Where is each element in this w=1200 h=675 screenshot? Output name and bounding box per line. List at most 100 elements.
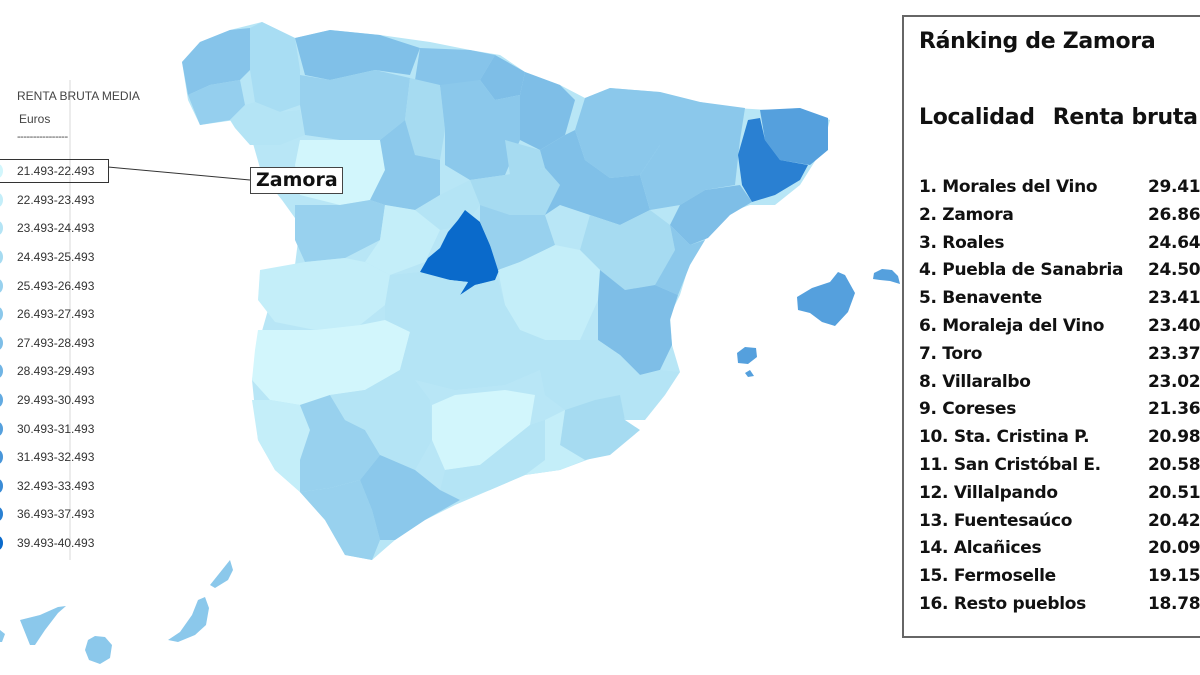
legend-item-label: 21.493-22.493 (17, 164, 95, 179)
legend-swatch-icon (0, 335, 3, 350)
legend-swatch-icon (0, 364, 3, 379)
row-renta: 20.51 (1148, 482, 1200, 503)
province-pontevedra (188, 80, 245, 125)
province-almeria (525, 410, 585, 475)
island-gran-canaria (85, 636, 112, 664)
island-tenerife (20, 606, 66, 645)
province-ciudad-real (400, 305, 545, 390)
legend-item-label: 30.493-31.493 (17, 421, 95, 436)
legend-item-label: 23.493-24.493 (17, 221, 95, 236)
province-teruel (580, 210, 675, 290)
row-localidad: 8. Villaralbo (919, 371, 1031, 392)
province-malaga (360, 455, 460, 540)
row-renta: 20.42 (1148, 510, 1200, 531)
province-guadalajara (480, 205, 555, 270)
province-zaragoza (540, 130, 650, 225)
row-localidad: 10. Sta. Cristina P. (919, 427, 1090, 448)
row-localidad: 15. Fermoselle (919, 566, 1056, 587)
island-ibiza (737, 347, 757, 364)
legend-item-label: 29.493-30.493 (17, 393, 95, 408)
row-renta: 20.09 (1148, 538, 1200, 559)
row-renta: 21.36 (1148, 399, 1200, 420)
province-lleida (640, 92, 745, 210)
zamora-callout-label: Zamora (250, 167, 343, 194)
legend-swatch-icon (0, 478, 3, 493)
province-huelva (252, 400, 310, 492)
legend-swatch-icon (0, 507, 3, 522)
row-renta: 20.58 (1148, 454, 1200, 475)
header-renta-bruta: Renta bruta (1052, 105, 1198, 130)
legend-swatch-icon (0, 278, 3, 293)
province-palencia (405, 78, 445, 160)
map-legend: RENTA BRUTA MEDIA Euros ----------------… (0, 0, 170, 580)
legend-swatch-icon (0, 164, 3, 179)
row-renta: 23.37 (1148, 343, 1200, 364)
province-tarragona (670, 185, 752, 245)
legend-item-label: 28.493-29.493 (17, 364, 95, 379)
island-mallorca (797, 272, 855, 326)
row-renta: 20.98 (1148, 427, 1200, 448)
province-leon (300, 70, 410, 140)
province-toledo (385, 272, 505, 335)
legend-unit: Euros (19, 112, 51, 126)
ranking-panel: Ránking de Zamora Localidad Renta bruta 1… (902, 15, 1200, 638)
row-localidad: 14. Alcañices (919, 538, 1042, 559)
province-a-coruna (182, 28, 250, 95)
legend-item-label: 22.493-23.493 (17, 192, 95, 207)
island-menorca (873, 269, 900, 284)
province-girona (760, 108, 828, 165)
province-avila (365, 205, 440, 275)
island-la-gomera (0, 630, 5, 642)
province-cuenca (498, 245, 600, 340)
legend-swatch-icon (0, 450, 3, 465)
province-cordoba (330, 370, 432, 470)
header-localidad: Localidad (919, 105, 1035, 130)
province-burgos (440, 80, 520, 180)
province-pais-vasco (480, 55, 525, 100)
province-granada (440, 420, 545, 500)
province-badajoz (252, 320, 410, 405)
province-valladolid (370, 120, 440, 210)
legend-item-label: 36.493-37.493 (17, 507, 95, 522)
legend-item-label: 25.493-26.493 (17, 278, 95, 293)
province-cadiz (300, 480, 380, 560)
province-valencia (598, 270, 678, 375)
province-huesca (575, 88, 660, 178)
ranking-headers: Localidad Renta bruta (919, 105, 1198, 130)
legend-separator: ---------------- (17, 131, 68, 143)
legend-swatch-icon (0, 536, 3, 551)
row-renta: 18.78 (1148, 593, 1200, 614)
row-localidad: 16. Resto pueblos (919, 593, 1086, 614)
row-localidad: 9. Coreses (919, 399, 1017, 420)
province-castellon (655, 225, 705, 295)
legend-item-label: 31.493-32.493 (17, 450, 95, 465)
row-localidad: 6. Moraleja del Vino (919, 315, 1105, 336)
province-murcia (560, 395, 640, 460)
row-localidad: 3. Roales (919, 232, 1005, 253)
province-jaen (432, 390, 535, 470)
legend-item-label: 32.493-33.493 (17, 478, 95, 493)
legend-item-label: 24.493-25.493 (17, 250, 95, 265)
legend-swatch-icon (0, 221, 3, 236)
province-albacete (540, 340, 640, 410)
row-renta: 23.40 (1148, 315, 1200, 336)
province-la-rioja (505, 140, 545, 175)
row-localidad: 2. Zamora (919, 204, 1014, 225)
province-soria (470, 168, 560, 215)
legend-swatch-icon (0, 421, 3, 436)
row-renta: 26.86 (1148, 204, 1200, 225)
island-lanzarote (210, 560, 233, 588)
row-localidad: 13. Fuentesaúco (919, 510, 1073, 531)
row-localidad: 12. Villalpando (919, 482, 1058, 503)
province-alicante (620, 370, 680, 420)
province-madrid (420, 210, 500, 295)
legend-item-label: 26.493-27.493 (17, 307, 95, 322)
province-navarra (520, 72, 575, 150)
province-lugo (250, 22, 300, 112)
legend-swatch-icon (0, 307, 3, 322)
row-localidad: 7. Toro (919, 343, 983, 364)
legend-divider (69, 80, 71, 560)
row-localidad: 5. Benavente (919, 288, 1043, 309)
row-localidad: 11. San Cristóbal E. (919, 454, 1101, 475)
island-formentera (745, 370, 754, 377)
